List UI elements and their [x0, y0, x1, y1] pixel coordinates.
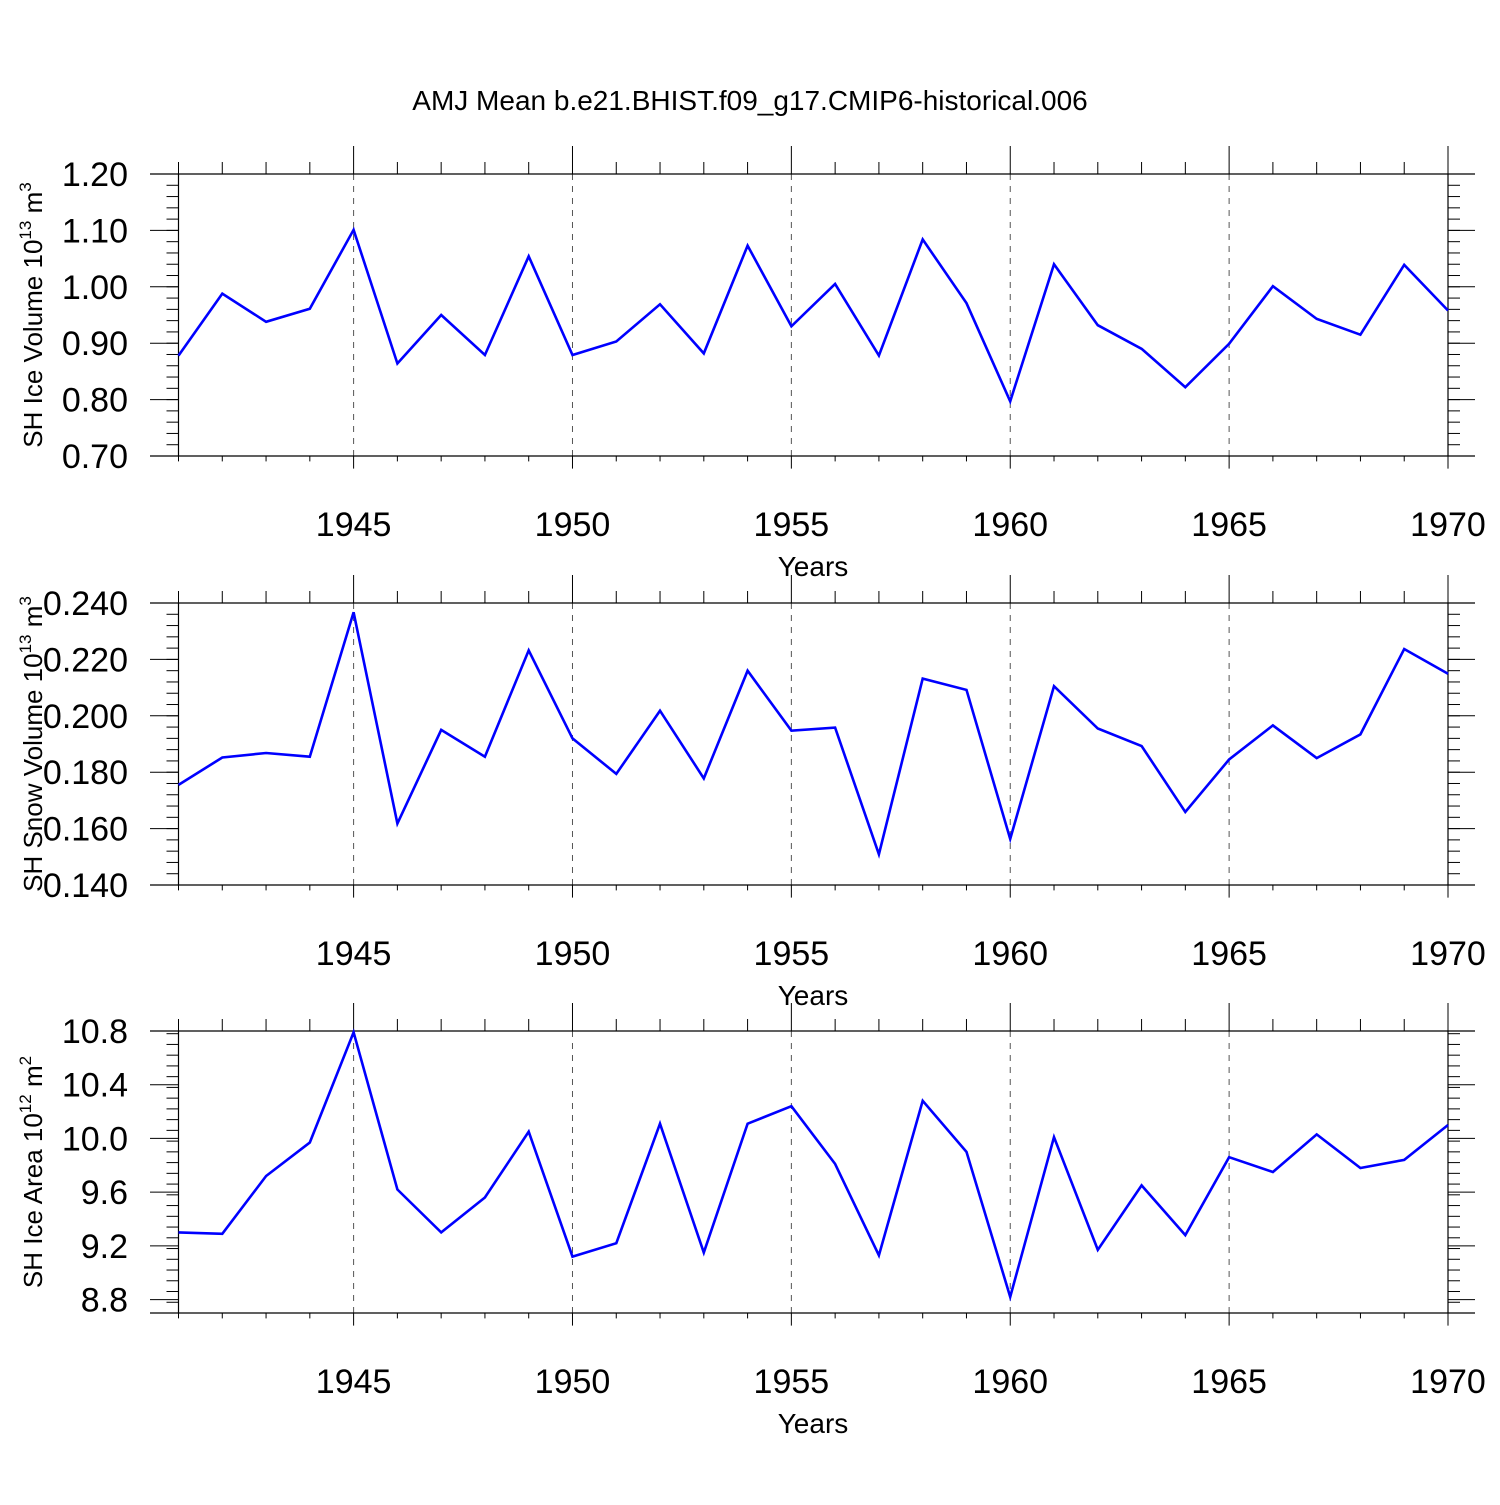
y-tick-label: 10.0 — [62, 1120, 128, 1158]
chart-title: AMJ Mean b.e21.BHIST.f09_g17.CMIP6-histo… — [412, 85, 1087, 116]
x-tick-label: 1970 — [1410, 1363, 1486, 1401]
x-tick-label: 1970 — [1410, 506, 1486, 544]
x-tick-label: 1965 — [1191, 1363, 1267, 1401]
y-tick-label: 0.200 — [43, 698, 128, 736]
y-axis-label: SH Ice Volume 1013 m3 — [16, 182, 48, 447]
series-line — [179, 612, 1449, 854]
y-tick-label: 0.90 — [62, 325, 128, 363]
y-axis-label-text: SH Ice Volume 10 — [18, 240, 48, 448]
y-tick-label: 8.8 — [81, 1282, 128, 1320]
x-tick-label: 1945 — [316, 1363, 392, 1401]
x-axis-label: Years — [778, 1408, 849, 1439]
y-tick-label: 1.00 — [62, 269, 128, 307]
x-tick-label: 1960 — [972, 935, 1048, 973]
y-axis-label-unit: m — [18, 1065, 48, 1094]
y-axis-label-exponent: 13 — [16, 634, 35, 653]
y-axis-label-exponent: 2 — [16, 1056, 35, 1065]
y-tick-label: 1.10 — [62, 212, 128, 250]
y-tick-label: 10.4 — [62, 1067, 128, 1105]
x-tick-label: 1960 — [972, 506, 1048, 544]
y-tick-label: 10.8 — [62, 1013, 128, 1051]
y-tick-label: 0.80 — [62, 382, 128, 420]
y-tick-label: 0.180 — [43, 754, 128, 792]
x-tick-label: 1950 — [535, 506, 611, 544]
y-tick-label: 0.70 — [62, 438, 128, 476]
y-tick-label: 0.240 — [43, 585, 128, 623]
y-tick-label: 9.2 — [81, 1228, 128, 1266]
x-tick-label: 1955 — [754, 1363, 830, 1401]
y-tick-label: 1.20 — [62, 156, 128, 194]
y-axis-label-exponent: 3 — [16, 596, 35, 605]
y-axis-label-text: SH Snow Volume 10 — [18, 653, 48, 891]
x-tick-label: 1950 — [535, 1363, 611, 1401]
x-tick-label: 1960 — [972, 1363, 1048, 1401]
x-tick-label: 1945 — [316, 935, 392, 973]
series-line — [179, 230, 1449, 401]
panel-2: 0.140 0.160 0.180 0.200 0.220 0.240 1945 1950 19… — [16, 575, 1486, 1011]
y-axis-label-exponent: 12 — [16, 1094, 35, 1113]
x-tick-label: 1950 — [535, 935, 611, 973]
x-axis-label: Years — [778, 980, 849, 1011]
y-axis-label: SH Ice Area 1012 m2 — [16, 1056, 48, 1288]
x-tick-label: 1945 — [316, 506, 392, 544]
x-tick-label: 1955 — [754, 506, 830, 544]
y-tick-label: 9.6 — [81, 1174, 128, 1212]
x-axis-label: Years — [778, 551, 849, 582]
x-tick-label: 1970 — [1410, 935, 1486, 973]
y-axis-label-unit: m — [18, 606, 48, 635]
y-axis-label-unit: m — [18, 192, 48, 221]
y-axis-label-exponent: 13 — [16, 221, 35, 240]
y-axis-label-text: SH Ice Area 10 — [18, 1113, 48, 1288]
series-line — [179, 1032, 1449, 1297]
x-tick-label: 1965 — [1191, 506, 1267, 544]
y-tick-label: 0.140 — [43, 867, 128, 905]
x-tick-label: 1955 — [754, 935, 830, 973]
panel-3: 8.8 9.2 9.6 10.0 10.4 10.8 1945 1950 1955 1960 196… — [16, 1003, 1486, 1439]
panel-1: 0.70 0.80 0.90 1.00 1.10 1.20 1945 1950 1955 1960… — [16, 146, 1486, 582]
y-tick-label: 0.160 — [43, 811, 128, 849]
x-tick-label: 1965 — [1191, 935, 1267, 973]
y-axis-label-exponent: 3 — [16, 182, 35, 191]
y-tick-label: 0.220 — [43, 641, 128, 679]
